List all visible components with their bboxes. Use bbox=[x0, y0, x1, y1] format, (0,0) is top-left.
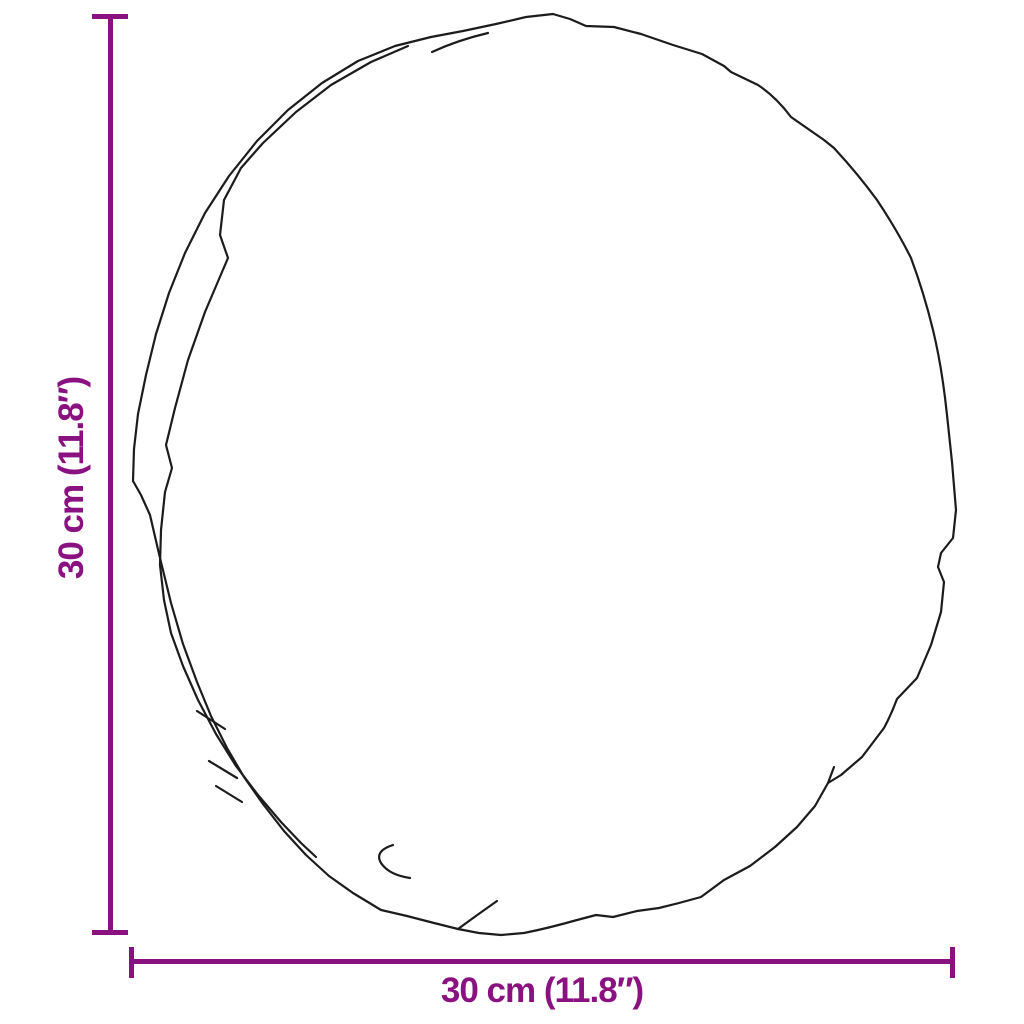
wrinkle-pleat-rung-1 bbox=[195, 709, 227, 731]
seam-branch-bottom bbox=[456, 899, 499, 931]
height-dimension-label: 30 cm (11.8″) bbox=[52, 376, 91, 580]
cushion-drawing bbox=[131, 12, 958, 937]
seam-overlap-top bbox=[430, 31, 490, 54]
width-dimension-label: 30 cm (11.8″) bbox=[440, 971, 644, 1010]
cushion-outline bbox=[131, 12, 958, 937]
seam-tick-right bbox=[826, 765, 836, 785]
cushion-inner-edge-line bbox=[158, 44, 410, 859]
wrinkle-pleat-rung-2 bbox=[207, 759, 239, 780]
wrinkle-pleat-rung-3 bbox=[214, 784, 244, 804]
dimension-lines bbox=[92, 14, 955, 978]
wrinkle-curl-bottom-left bbox=[378, 843, 412, 880]
